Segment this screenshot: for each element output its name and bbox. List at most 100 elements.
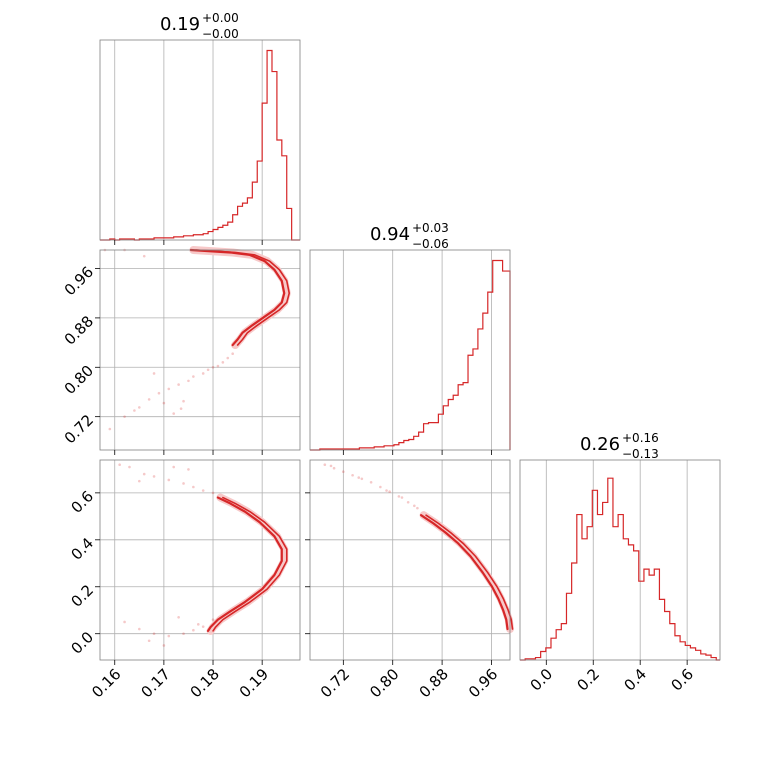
x-tick-label: 0.16: [88, 665, 124, 701]
scatter-point: [182, 399, 185, 403]
x-tick-label: 0.4: [620, 665, 650, 695]
contour-outer: [206, 496, 283, 632]
scatter-point: [142, 472, 146, 476]
contour-inner: [212, 496, 288, 632]
x-tick-label: 0.18: [187, 665, 223, 701]
scatter-point: [342, 470, 345, 474]
scatter-point: [152, 632, 156, 636]
scatter-point: [369, 481, 373, 484]
scatter-point: [172, 412, 176, 415]
contour-fill: [419, 511, 514, 634]
contour-inner: [195, 249, 291, 346]
panel-frame: [99, 249, 301, 451]
scatter-point: [138, 479, 141, 483]
panel-diag-0: 0.19 +0.00 −0.00: [99, 11, 301, 245]
title-upper-error: +0.16: [622, 431, 659, 445]
scatter-point: [201, 489, 205, 492]
scatter-point: [162, 644, 166, 647]
scatter-point: [167, 478, 171, 482]
scatter-point: [138, 627, 141, 631]
scatter-point: [177, 383, 180, 386]
scatter-point: [211, 618, 215, 621]
x-tick-label: 0.80: [366, 665, 402, 701]
scatter-point: [206, 368, 210, 372]
y-tick-label: 0.72: [61, 411, 97, 447]
panel-frame: [309, 459, 511, 661]
scatter-point: [406, 500, 410, 504]
scatter-point: [152, 475, 156, 478]
y-tick-label: 0.80: [61, 362, 97, 398]
scatter-point: [216, 364, 220, 368]
x-tick-label: 0.17: [137, 665, 173, 701]
histogram-title: 0.94: [370, 224, 410, 245]
contour-outer: [419, 514, 509, 631]
scatter-point: [329, 464, 333, 468]
scatter-point: [138, 406, 141, 409]
y-tick-label: 0.0: [67, 628, 97, 658]
scatter-point: [196, 623, 200, 626]
scatter-point: [192, 628, 195, 632]
panel-frame: [99, 39, 301, 241]
scatter-point: [379, 485, 382, 489]
scatter-point: [192, 375, 195, 378]
scatter-point: [123, 620, 126, 624]
title-lower-error: −0.13: [622, 447, 659, 461]
x-tick-label: 0.2: [574, 665, 604, 695]
scatter-point: [187, 468, 190, 471]
contour-fill: [206, 493, 289, 635]
histogram-title: 0.26: [580, 434, 620, 455]
panel-pair-2-0: 0.16 0.17 0.18 0.19 0.0 0.2 0.4 0.6: [67, 459, 301, 701]
scatter-point: [167, 387, 171, 391]
y-tick-label: 0.2: [67, 581, 97, 611]
scatter-point: [182, 482, 185, 485]
scatter-point: [413, 504, 416, 508]
y-tick-label: 0.96: [61, 263, 97, 299]
scatter-point: [231, 352, 234, 356]
scatter-point: [128, 465, 131, 469]
panel-frame: [309, 249, 511, 451]
panel-frame: [99, 459, 301, 661]
scatter-point: [152, 372, 156, 375]
histogram-title: 0.19: [160, 14, 200, 35]
contour-inner: [425, 514, 514, 630]
scatter-point: [211, 365, 215, 369]
scatter-point: [147, 639, 151, 643]
scatter-point: [332, 466, 336, 470]
scatter-point: [182, 632, 185, 636]
title-upper-error: +0.03: [412, 221, 449, 235]
scatter-point: [323, 463, 327, 466]
scatter-point: [147, 398, 151, 401]
scatter-point: [221, 361, 225, 364]
x-tick-label: 0.88: [416, 665, 452, 701]
panel-pair-1-0: 0.72 0.80 0.88 0.96: [61, 246, 301, 455]
scatter-point: [192, 485, 195, 489]
title-lower-error: −0.00: [202, 27, 239, 41]
scatter-point: [400, 496, 404, 499]
title-upper-error: +0.00: [202, 11, 239, 25]
scatter-point: [201, 625, 205, 628]
scatter-point: [172, 465, 176, 469]
scatter-point: [142, 254, 146, 258]
histogram-step: [100, 49, 300, 241]
scatter-point: [187, 379, 190, 383]
x-tick-label: 0.72: [317, 665, 353, 701]
title-lower-error: −0.06: [412, 237, 449, 251]
scatter-point: [118, 463, 121, 466]
scatter-point: [226, 356, 230, 360]
scatter-point: [167, 634, 171, 638]
y-tick-label: 0.88: [61, 312, 97, 348]
scatter-point: [179, 407, 183, 410]
scatter-point: [201, 372, 205, 375]
scatter-point: [157, 391, 161, 395]
scatter-point: [416, 506, 419, 510]
scatter-point: [351, 473, 354, 477]
y-tick-label: 0.6: [67, 487, 97, 517]
histogram-step: [310, 259, 511, 451]
x-tick-label: 0.96: [465, 665, 501, 701]
scatter-point: [123, 415, 126, 418]
scatter-point: [177, 615, 180, 619]
panel-diag-1: 0.94 +0.03 −0.06: [309, 221, 511, 455]
x-tick-label: 0.19: [236, 665, 272, 701]
histogram-step: [520, 477, 720, 661]
